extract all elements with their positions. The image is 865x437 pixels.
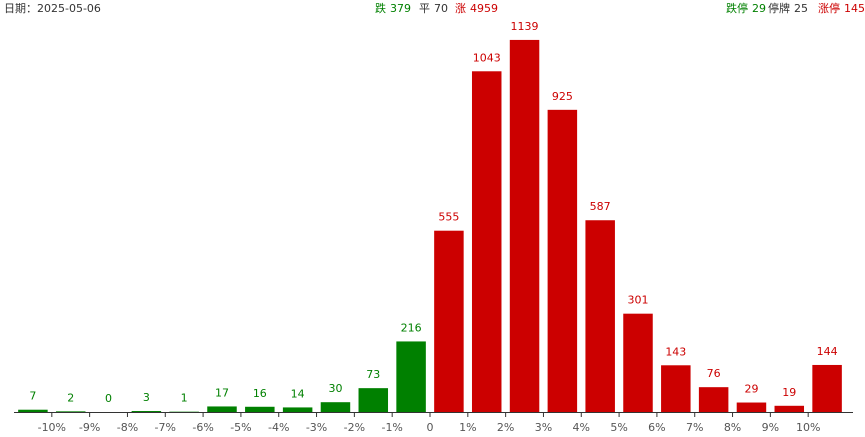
stat-label: 跌停: [726, 1, 748, 15]
stat-label: 涨: [455, 2, 466, 15]
value-label: 0: [105, 392, 112, 405]
x-tick-label: -5%: [230, 421, 251, 434]
bar: [358, 388, 389, 412]
date-label: 日期：2025-05-06: [4, 2, 101, 15]
bar: [18, 409, 48, 412]
header-stat: 涨 4959: [455, 2, 498, 15]
value-label: 143: [665, 345, 686, 358]
x-tick-label: 7%: [686, 421, 703, 434]
x-tick-label: 8%: [724, 421, 741, 434]
bar: [698, 387, 729, 412]
x-tick-label: -4%: [268, 421, 289, 434]
x-tick-label: -7%: [155, 421, 176, 434]
bar: [736, 402, 767, 412]
x-tick-label: 0: [427, 421, 434, 434]
value-label: 2: [67, 391, 74, 404]
stat-label: 跌: [375, 1, 386, 15]
bar: [509, 39, 540, 412]
value-label: 19: [782, 386, 796, 399]
x-tick-label: -6%: [192, 421, 213, 434]
value-label: 29: [744, 383, 758, 396]
bar: [471, 71, 502, 412]
x-tick-label: -3%: [306, 421, 327, 434]
bar: [282, 407, 313, 412]
x-tick-label: 1%: [459, 421, 476, 434]
stat-value: 145: [844, 2, 865, 15]
header-stat: 平 70: [419, 2, 448, 15]
value-label: 1: [181, 392, 188, 405]
bar: [623, 313, 653, 412]
x-tick-label: -10%: [38, 421, 66, 434]
x-tick-label: 2%: [497, 421, 514, 434]
value-label: 17: [215, 386, 229, 399]
x-tick-label: -2%: [344, 421, 365, 434]
header-stat: 跌 379: [375, 1, 411, 15]
bar: [55, 411, 86, 412]
bar: [396, 341, 426, 412]
x-tick-label: 6%: [648, 421, 665, 434]
stat-value: 4959: [470, 2, 498, 15]
value-label: 1139: [511, 20, 539, 33]
stat-label: 平: [419, 2, 430, 15]
stat-label: 涨停: [818, 1, 840, 15]
bar: [585, 220, 615, 412]
header-stat: 涨停 145: [818, 1, 865, 15]
value-label: 216: [401, 321, 422, 334]
value-label: 555: [438, 211, 459, 224]
x-tick-label: -9%: [79, 421, 100, 434]
bar: [320, 402, 351, 412]
value-label: 925: [552, 90, 573, 103]
stat-value: 70: [434, 2, 448, 15]
x-tick-label: 9%: [762, 421, 779, 434]
value-label: 7: [29, 390, 36, 403]
bar: [661, 365, 691, 412]
bar: [207, 406, 237, 412]
value-label: 76: [707, 367, 721, 380]
x-tick-label: -8%: [117, 421, 138, 434]
x-tick-label: 10%: [796, 421, 820, 434]
value-label: 1043: [473, 51, 501, 64]
value-label: 16: [253, 387, 267, 400]
bar: [131, 411, 162, 412]
x-tick-label: 3%: [535, 421, 552, 434]
bar: [812, 364, 842, 412]
bar: [547, 109, 578, 412]
bar: [774, 405, 805, 412]
value-label: 73: [366, 368, 380, 381]
value-label: 30: [328, 382, 342, 395]
value-label: 144: [817, 345, 838, 358]
value-label: 14: [291, 387, 305, 400]
stat-value: 25: [794, 2, 808, 15]
value-label: 301: [628, 294, 649, 307]
x-tick-label: 5%: [610, 421, 627, 434]
x-tick-label: 4%: [573, 421, 590, 434]
stat-value: 379: [390, 2, 411, 15]
value-label: 587: [590, 200, 611, 213]
header-stat: 跌停 29: [726, 1, 766, 15]
bar: [245, 406, 275, 412]
bar: [434, 230, 464, 412]
stat-label: 停牌: [768, 1, 790, 15]
stat-value: 29: [752, 2, 766, 15]
header-stat: 停牌 25: [768, 1, 808, 15]
x-tick-label: -1%: [381, 421, 402, 434]
value-label: 3: [143, 391, 150, 404]
